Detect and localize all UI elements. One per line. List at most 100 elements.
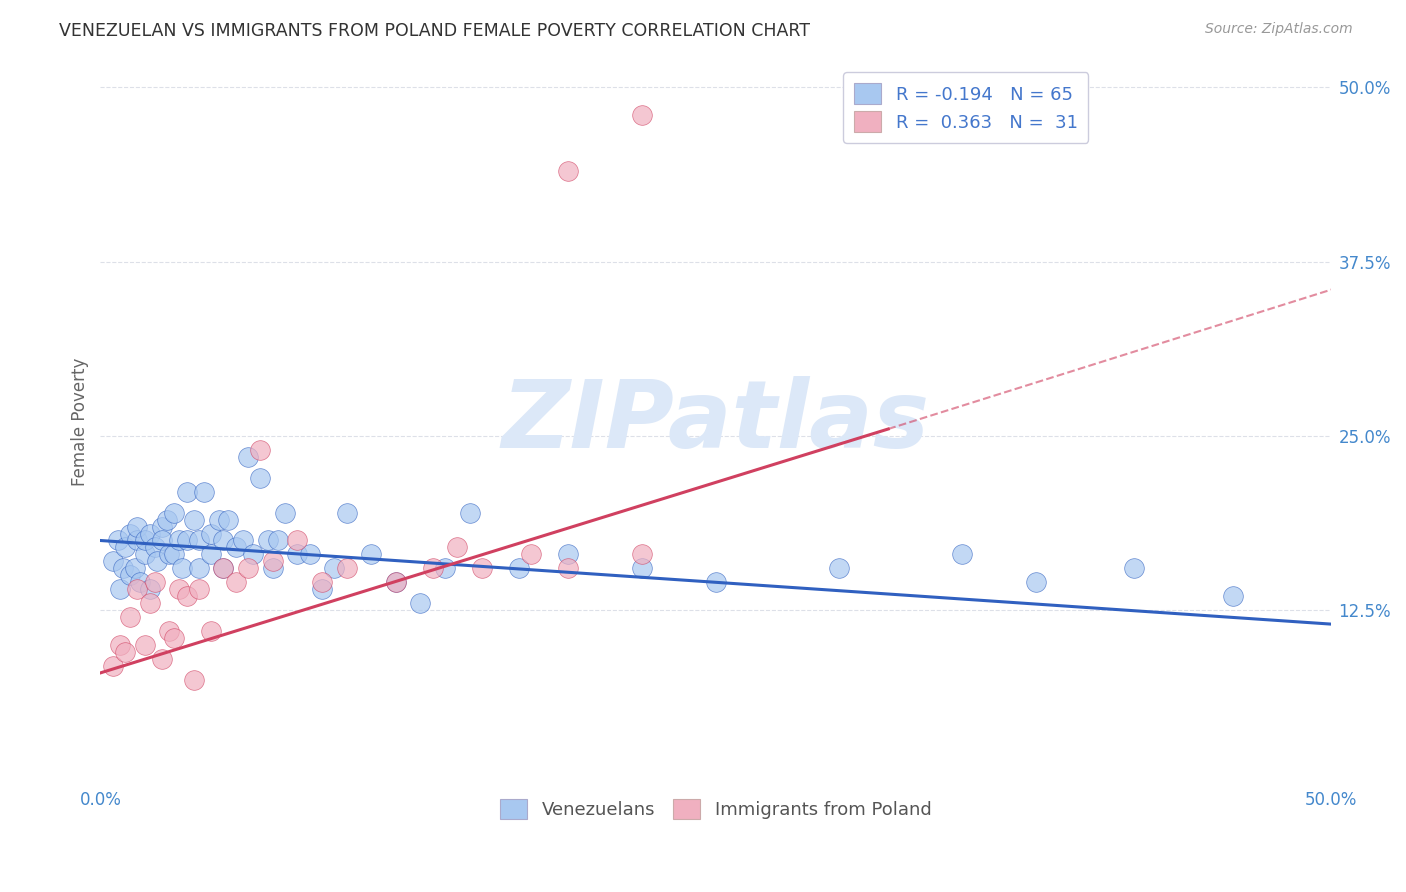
Point — [242, 548, 264, 562]
Point — [176, 484, 198, 499]
Point — [200, 624, 222, 639]
Point — [225, 541, 247, 555]
Point — [200, 548, 222, 562]
Text: ZIPatlas: ZIPatlas — [502, 376, 929, 468]
Point — [187, 533, 209, 548]
Point — [1025, 575, 1047, 590]
Point — [409, 596, 432, 610]
Point — [134, 638, 156, 652]
Point — [200, 526, 222, 541]
Point — [236, 450, 259, 464]
Point — [335, 561, 357, 575]
Point — [285, 533, 308, 548]
Point — [157, 624, 180, 639]
Point — [704, 575, 727, 590]
Point — [163, 631, 186, 645]
Point — [183, 512, 205, 526]
Point — [114, 645, 136, 659]
Point — [557, 164, 579, 178]
Point — [157, 548, 180, 562]
Point — [232, 533, 254, 548]
Point — [163, 548, 186, 562]
Point — [150, 533, 173, 548]
Point — [274, 506, 297, 520]
Text: Source: ZipAtlas.com: Source: ZipAtlas.com — [1205, 22, 1353, 37]
Point — [134, 548, 156, 562]
Point — [101, 659, 124, 673]
Point — [950, 548, 973, 562]
Point — [212, 561, 235, 575]
Point — [249, 471, 271, 485]
Y-axis label: Female Poverty: Female Poverty — [72, 358, 89, 486]
Point — [298, 548, 321, 562]
Point — [128, 575, 150, 590]
Point — [508, 561, 530, 575]
Point — [187, 582, 209, 597]
Point — [828, 561, 851, 575]
Legend: Venezuelans, Immigrants from Poland: Venezuelans, Immigrants from Poland — [494, 792, 939, 826]
Point — [143, 575, 166, 590]
Point — [285, 548, 308, 562]
Point — [127, 582, 149, 597]
Point — [156, 512, 179, 526]
Point — [150, 652, 173, 666]
Point — [422, 561, 444, 575]
Point — [183, 673, 205, 687]
Point — [101, 554, 124, 568]
Point — [176, 533, 198, 548]
Point — [249, 442, 271, 457]
Point — [187, 561, 209, 575]
Point — [631, 108, 654, 122]
Point — [458, 506, 481, 520]
Point — [311, 575, 333, 590]
Point — [1123, 561, 1146, 575]
Point — [631, 548, 654, 562]
Point — [262, 554, 284, 568]
Text: VENEZUELAN VS IMMIGRANTS FROM POLAND FEMALE POVERTY CORRELATION CHART: VENEZUELAN VS IMMIGRANTS FROM POLAND FEM… — [59, 22, 810, 40]
Point — [118, 568, 141, 582]
Point — [236, 561, 259, 575]
Point — [212, 533, 235, 548]
Point — [434, 561, 457, 575]
Point — [323, 561, 346, 575]
Point — [520, 548, 543, 562]
Point — [108, 638, 131, 652]
Point — [111, 561, 134, 575]
Point — [124, 561, 146, 575]
Point — [118, 610, 141, 624]
Point — [225, 575, 247, 590]
Point — [167, 582, 190, 597]
Point — [108, 582, 131, 597]
Point — [170, 561, 193, 575]
Point — [311, 582, 333, 597]
Point — [446, 541, 468, 555]
Point — [557, 548, 579, 562]
Point — [114, 541, 136, 555]
Point — [127, 519, 149, 533]
Point — [163, 506, 186, 520]
Point — [138, 526, 160, 541]
Point — [143, 541, 166, 555]
Point — [335, 506, 357, 520]
Point — [207, 512, 229, 526]
Point — [167, 533, 190, 548]
Point — [262, 561, 284, 575]
Point — [134, 533, 156, 548]
Point — [360, 548, 382, 562]
Point — [150, 519, 173, 533]
Point — [107, 533, 129, 548]
Point — [127, 533, 149, 548]
Point — [471, 561, 494, 575]
Point — [118, 526, 141, 541]
Point — [193, 484, 215, 499]
Point — [385, 575, 408, 590]
Point — [212, 561, 235, 575]
Point — [631, 561, 654, 575]
Point — [266, 533, 288, 548]
Point — [138, 582, 160, 597]
Point — [138, 596, 160, 610]
Point — [146, 554, 169, 568]
Point — [256, 533, 278, 548]
Point — [176, 589, 198, 603]
Point — [557, 561, 579, 575]
